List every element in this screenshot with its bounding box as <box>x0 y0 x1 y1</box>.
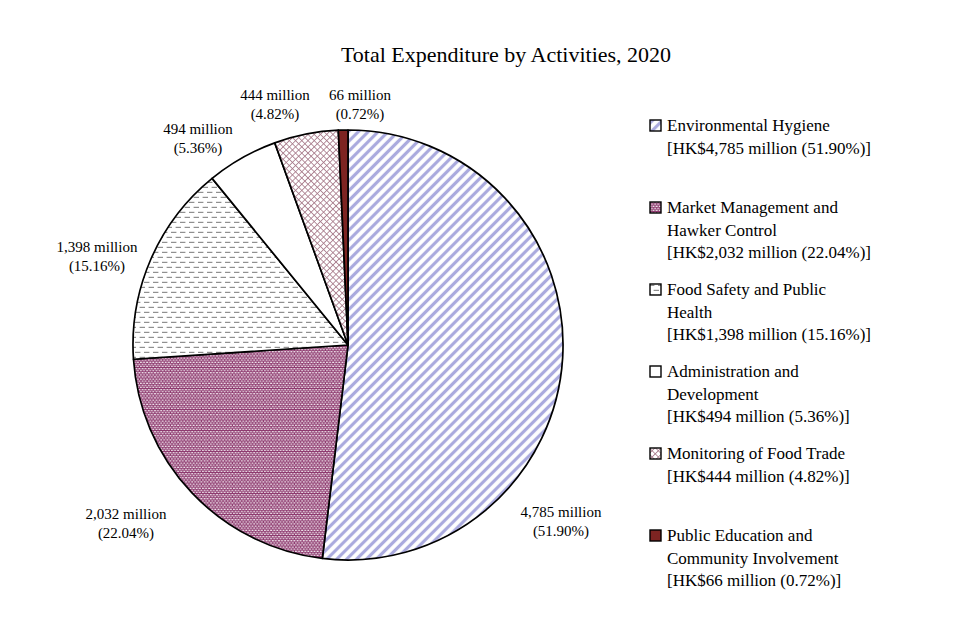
legend-item-market-management: Market Management and Hawker Control [HK… <box>649 197 871 265</box>
pie-label-food-safety: 1,398 million (15.16%) <box>57 238 138 276</box>
legend-marker-monitoring-food-trade-icon <box>649 447 662 460</box>
legend-marker-administration-icon <box>649 365 662 378</box>
legend-item-food-safety: Food Safety and Public Health [HK$1,398 … <box>649 279 871 347</box>
pie-label-public-education: 66 million (0.72%) <box>329 86 391 124</box>
pie-label-monitoring-food-trade: 444 million (4.82%) <box>240 86 310 124</box>
pie-label-environmental-hygiene: 4,785 million (51.90%) <box>521 503 602 541</box>
legend-marker-market-management-icon <box>649 201 662 214</box>
legend-marker-environmental-hygiene-icon <box>649 119 662 132</box>
legend-item-environmental-hygiene: Environmental Hygiene [HK$4,785 million … <box>649 115 871 160</box>
pie-label-market-management: 2,032 million (22.04%) <box>86 505 167 543</box>
legend-item-monitoring-food-trade: Monitoring of Food Trade [HK$444 million… <box>649 443 850 488</box>
legend-item-public-education: Public Education and Community Involveme… <box>649 525 841 593</box>
legend-marker-public-education-icon <box>649 529 662 542</box>
legend-marker-food-safety-icon <box>649 283 662 296</box>
chart-figure: Total Expenditure by Activities, 2020 <box>0 0 971 628</box>
legend-item-administration: Administration and Development [HK$494 m… <box>649 361 850 429</box>
pie-label-administration: 494 million (5.36%) <box>163 120 233 158</box>
pie-slice-environmental-hygiene <box>322 130 563 560</box>
